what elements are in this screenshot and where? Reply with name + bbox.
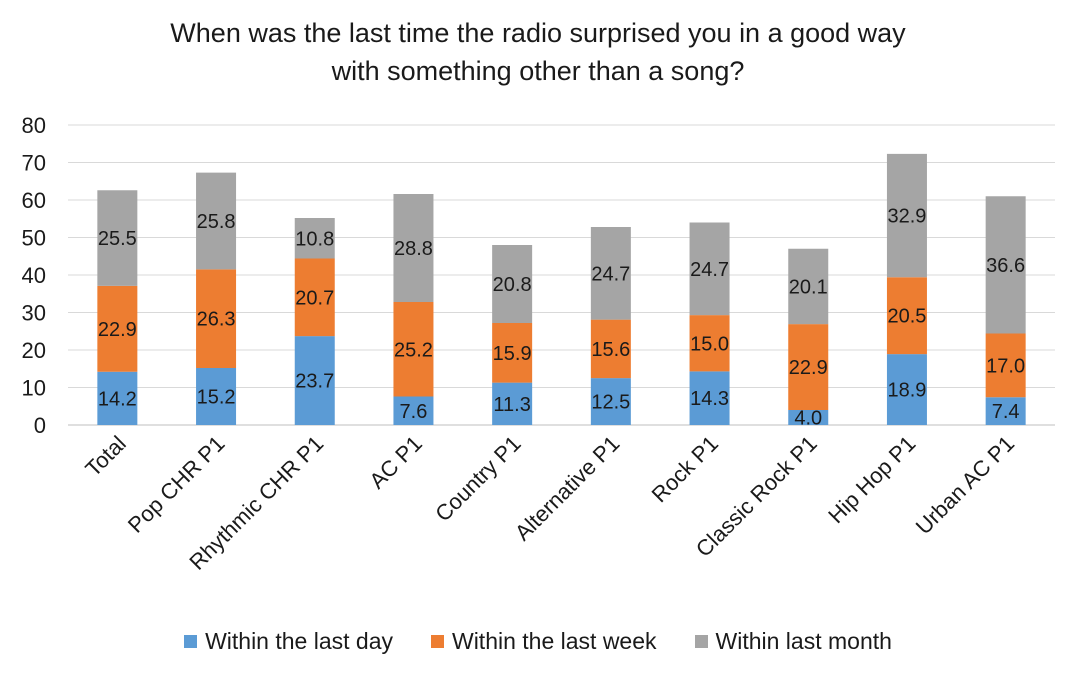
data-label-day: 18.9 [887, 380, 926, 402]
bar-segment-week [788, 324, 829, 410]
y-tick-label: 70 [22, 151, 46, 176]
bar-segment-week [393, 302, 434, 397]
y-tick-label: 60 [22, 188, 46, 213]
bar-segment-month [97, 190, 138, 286]
bar-segment-month [393, 194, 434, 302]
x-category-label: Hip Hop P1 [823, 431, 920, 528]
bar-segment-week [294, 258, 335, 337]
data-label-week: 20.5 [887, 306, 926, 328]
bar-segment-day [788, 410, 829, 425]
bar-segment-day [492, 382, 533, 425]
y-tick-label: 20 [22, 338, 46, 363]
data-label-day: 15.2 [197, 387, 236, 409]
y-axis-ticks: 0 10 20 30 40 50 60 70 80 [22, 113, 46, 438]
chart-title-line-1: When was the last time the radio surpris… [170, 18, 906, 48]
y-tick-label: 10 [22, 376, 46, 401]
bar-segment-day [689, 371, 730, 425]
bar-segment-week [689, 315, 730, 372]
data-label-day: 12.5 [591, 392, 630, 414]
bar-segment-week [985, 333, 1026, 398]
data-label-month: 20.1 [789, 276, 828, 298]
data-label-day: 4.0 [794, 408, 822, 430]
data-label-day: 7.6 [400, 401, 428, 423]
bar-segment-week [590, 319, 631, 379]
data-label-month: 32.9 [887, 206, 926, 228]
data-label-day: 11.3 [493, 394, 530, 416]
x-category-label: Pop CHR P1 [123, 431, 230, 538]
data-label-month: 25.5 [98, 228, 137, 250]
x-category-label: AC P1 [364, 431, 427, 494]
bar-segment-day [294, 336, 335, 425]
data-label-day: 14.3 [690, 388, 729, 410]
bars [97, 153, 1026, 425]
legend-label-day: Within the last day [205, 628, 393, 654]
bar-segment-month [689, 222, 730, 316]
data-label-week: 17.0 [986, 355, 1025, 377]
legend-swatch-month [694, 635, 708, 648]
legend-swatch-week [430, 635, 444, 648]
bar-segment-week [196, 269, 237, 368]
data-label-week: 15.6 [591, 339, 630, 361]
legend-swatch-day [184, 635, 198, 648]
data-label-week: 26.3 [197, 309, 236, 331]
y-tick-label: 40 [22, 263, 46, 288]
bar-segment-month [196, 172, 237, 270]
legend-label-week: Within the last week [451, 628, 657, 654]
bar-segment-week [97, 285, 138, 372]
legend-label-month: Within last month [715, 628, 892, 654]
legend-item-week: Within the last week [430, 628, 657, 655]
chart-title: When was the last time the radio surpris… [0, 14, 1076, 90]
chart-title-line-2: with something other than a song? [331, 56, 745, 86]
bar-segment-month [492, 245, 533, 323]
data-label-month: 10.8 [295, 228, 334, 250]
y-tick-label: 30 [22, 301, 46, 326]
y-tick-label: 80 [22, 113, 46, 138]
bar-segment-day [196, 368, 237, 425]
data-label-day: 14.2 [98, 388, 137, 410]
data-label-month: 28.8 [394, 238, 433, 260]
x-category-label: Urban AC P1 [911, 431, 1019, 539]
x-category-label: Alternative P1 [510, 431, 625, 546]
bar-segment-month [294, 218, 335, 259]
data-label-day: 7.4 [992, 401, 1020, 423]
x-category-label: Country P1 [430, 431, 526, 527]
x-category-label: Total [80, 431, 131, 482]
bar-segment-month [886, 153, 927, 278]
bar-segment-week [886, 277, 927, 355]
bar-segment-day [590, 378, 631, 425]
y-tick-label: 50 [22, 226, 46, 251]
data-label-week: 20.7 [295, 287, 334, 309]
x-category-label: Rock P1 [647, 431, 723, 507]
data-label-month: 24.7 [690, 259, 729, 281]
bar-segment-day [97, 371, 138, 425]
data-label-week: 15.0 [690, 333, 729, 355]
legend: Within the last day Within the last week… [0, 628, 1076, 655]
data-label-month: 25.8 [197, 211, 236, 233]
bar-segment-day [886, 354, 927, 425]
data-label-month: 36.6 [986, 255, 1025, 277]
bar-segment-week [492, 323, 533, 383]
data-label-week: 25.2 [394, 339, 433, 361]
data-label-week: 22.9 [98, 319, 137, 341]
bar-segment-month [985, 196, 1026, 334]
data-label-week: 22.9 [789, 357, 828, 379]
legend-item-day: Within the last day [184, 628, 393, 655]
y-tick-label: 0 [34, 413, 46, 438]
data-label-week: 15.9 [493, 343, 532, 365]
bar-segment-day [985, 397, 1026, 425]
data-label-month: 24.7 [591, 263, 630, 285]
legend-item-month: Within last month [694, 628, 892, 655]
data-label-month: 20.8 [493, 274, 532, 296]
bar-segment-month [788, 248, 829, 325]
bar-segment-month [590, 227, 631, 320]
bar-segment-day [393, 396, 434, 425]
data-labels: 14.2 22.9 25.5 15.2 26.3 25.8 23.7 20.7 10.8 7.6 2… [98, 206, 1025, 430]
data-label-day: 23.7 [295, 371, 334, 393]
